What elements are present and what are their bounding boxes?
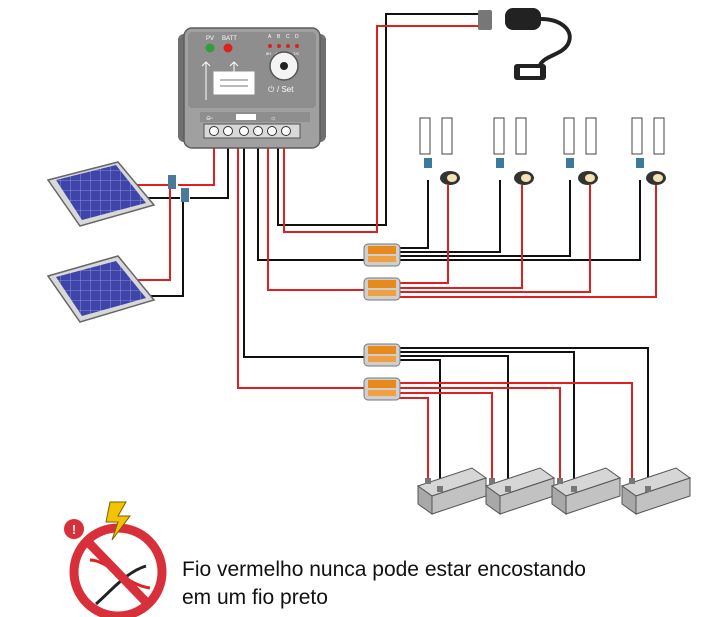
mode-label-c: C	[286, 34, 290, 40]
mode-label-b: B	[277, 34, 281, 40]
warning-line-2: em um fio preto	[182, 586, 328, 609]
battery-3	[550, 467, 622, 515]
flow-diagram-icon	[201, 61, 255, 100]
mode-label-a: A	[268, 34, 272, 40]
warning-sign: !	[64, 501, 167, 617]
alert-badge-text: !	[72, 522, 76, 537]
lamp-3	[563, 117, 598, 185]
batt-black-wires	[398, 347, 649, 490]
set-button-label: / Set	[277, 85, 294, 94]
warning-text: Fio vermelho nunca pode estar encostando…	[182, 556, 586, 612]
pv-led-icon	[205, 43, 215, 53]
lightning-bolt-icon	[105, 501, 131, 541]
load-red-feed	[267, 140, 370, 291]
connector-batt-red	[363, 377, 401, 401]
power-icon: ⏻	[268, 85, 275, 94]
usb-cable	[478, 8, 572, 80]
mc4-connector-icon	[168, 175, 176, 189]
lamp-4	[631, 117, 666, 185]
solar-panel-1	[46, 161, 156, 227]
load-black-feed	[257, 140, 370, 261]
panel2-black-wire	[145, 198, 184, 297]
lamp-terminal-icon: ☼	[270, 115, 276, 122]
alert-badge-icon	[64, 519, 84, 539]
batt-red-feed	[237, 140, 370, 389]
hours-label-8h: 8H	[266, 51, 271, 56]
mode-label-d: D	[295, 34, 299, 40]
warning-line-1: Fio vermelho nunca pode estar encostando	[182, 558, 586, 581]
hours-label-tc: T/C	[293, 51, 300, 56]
mc4-connector-icon	[181, 188, 189, 202]
lamp-1	[419, 117, 460, 185]
lamp-black-wires	[398, 180, 641, 261]
connector-lamp-red	[363, 277, 401, 301]
wires	[130, 13, 657, 490]
solar-panel-2	[46, 255, 156, 323]
terminal-block	[203, 123, 301, 139]
usb-black-wire	[277, 13, 490, 226]
lever-connectors	[363, 243, 401, 401]
lamps	[419, 117, 666, 185]
set-button-knob-icon	[280, 62, 288, 70]
batteries	[416, 467, 692, 515]
pv-indicator-label: PV	[206, 36, 214, 42]
usb-red-wire	[283, 25, 490, 233]
pv-terminal-icon: ⊖◦	[206, 116, 213, 122]
connector-lamp-black	[363, 243, 401, 267]
battery-4	[620, 467, 692, 515]
load-mode-leds: A B C D 8H 4H 2H T/C	[266, 34, 300, 56]
lamp-2	[493, 117, 534, 185]
connector-batt-black	[363, 343, 401, 367]
battery-1	[416, 467, 488, 515]
batt-black-feed	[243, 140, 370, 358]
lamp-red-wires	[398, 185, 657, 298]
panel2-red-wire	[138, 185, 171, 281]
batt-red-wires	[398, 382, 633, 478]
batt-indicator-label: BATT	[222, 36, 237, 42]
battery-2	[484, 467, 556, 515]
battery-terminal-icon	[236, 114, 256, 120]
charge-controller: PV BATT A B C D 8H 4H 2H T/C ⏻ / Set ⊖◦ …	[178, 27, 326, 149]
batt-led-icon	[223, 43, 233, 53]
